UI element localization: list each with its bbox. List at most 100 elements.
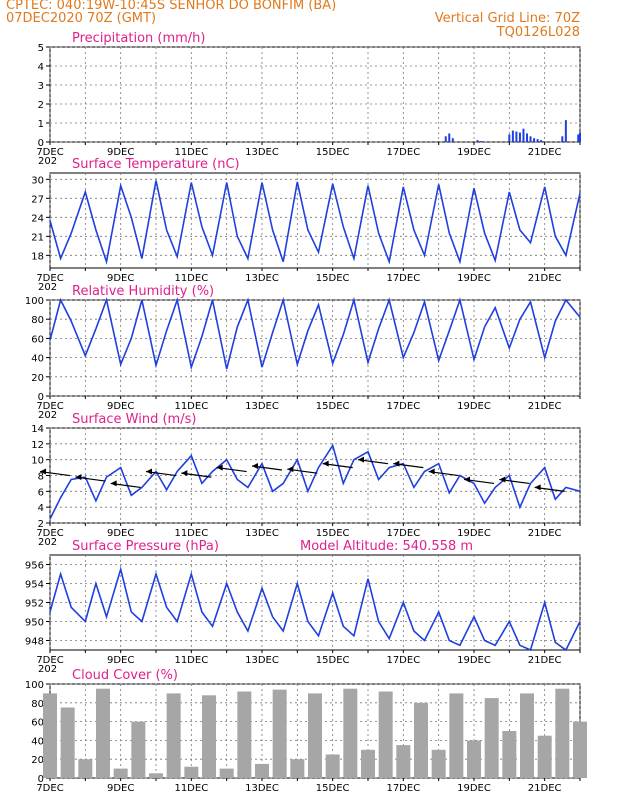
cloud-cover-bar <box>60 707 75 778</box>
x-tick-label: 7DEC <box>36 401 63 412</box>
x-tick-label: 21DEC <box>528 147 562 158</box>
precipitation-bar <box>518 132 521 142</box>
y-tick-label: 40 <box>31 736 44 747</box>
cloud-cover-bar <box>78 759 93 778</box>
cloud-cover-bar <box>219 768 234 778</box>
y-tick-label: 80 <box>31 699 44 710</box>
y-tick-label: 5 <box>38 43 44 54</box>
panel-frame <box>49 172 581 269</box>
wind-vector-head <box>216 464 223 471</box>
x-tick-label: 19DEC <box>457 273 491 284</box>
series-line <box>49 566 581 652</box>
cloud-cover-bar <box>396 745 411 778</box>
x-tick-label: 19DEC <box>457 528 491 539</box>
x-tick-label: 9DEC <box>107 401 134 412</box>
panel-annotation: Model Altitude: 540.558 m <box>300 539 473 554</box>
x-tick-label: 11DEC <box>174 528 208 539</box>
x-tick-label: 11DEC <box>174 401 208 412</box>
x-tick-label: 15DEC <box>316 783 350 794</box>
y-tick-label: 21 <box>31 232 44 243</box>
y-tick-label: 14 <box>31 424 44 435</box>
y-tick-label: 6 <box>38 487 44 498</box>
panel-title: Surface Temperature (nC) <box>72 157 240 172</box>
precipitation-bar <box>522 128 525 142</box>
precipitation-bar <box>444 136 447 142</box>
y-tick-label: 100 <box>25 680 44 691</box>
cloud-cover-bar <box>131 721 146 778</box>
x-year-label-partial: 202 <box>38 156 57 167</box>
cloud-cover-bar <box>325 754 340 778</box>
x-tick-label: 17DEC <box>386 401 420 412</box>
x-tick-label: 7DEC <box>36 273 63 284</box>
y-tick-label: 24 <box>31 213 44 224</box>
x-tick-label: 7DEC <box>36 783 63 794</box>
x-tick-label: 13DEC <box>245 783 279 794</box>
x-tick-label: 7DEC <box>36 528 63 539</box>
y-tick-label: 4 <box>38 62 44 73</box>
cloud-cover-bar <box>149 773 163 778</box>
cloud-cover-bar <box>484 698 499 778</box>
precipitation-bar <box>526 133 528 142</box>
cloud-cover-bar <box>343 688 358 778</box>
wind-vector-head <box>252 463 258 469</box>
x-tick-label: 9DEC <box>107 273 134 284</box>
wind-vector-head <box>287 466 294 473</box>
cloud-cover-bar <box>555 688 570 778</box>
cloud-cover-bar <box>202 695 216 778</box>
x-tick-label: 21DEC <box>528 528 562 539</box>
x-tick-label: 11DEC <box>174 273 208 284</box>
x-tick-label: 15DEC <box>316 273 350 284</box>
y-tick-label: 0 <box>38 774 44 785</box>
y-tick-label: 10 <box>31 456 44 467</box>
cloud-cover-bar <box>255 763 269 778</box>
x-tick-label: 19DEC <box>457 401 491 412</box>
y-tick-label: 60 <box>31 718 44 729</box>
wind-vector-head <box>40 468 46 475</box>
wind-vector-head <box>534 484 541 491</box>
series-line <box>49 443 581 520</box>
x-tick-label: 19DEC <box>457 655 491 666</box>
x-year-label-partial: 202 <box>38 664 57 675</box>
x-tick-label: 17DEC <box>386 783 420 794</box>
y-tick-label: 20 <box>31 755 44 766</box>
precipitation-bar <box>564 120 567 142</box>
header-vertical-grid-note: Vertical Grid Line: 70Z <box>434 11 580 26</box>
x-tick-label: 13DEC <box>245 147 279 158</box>
precipitation-bar <box>448 133 451 142</box>
y-tick-label: 60 <box>31 334 44 345</box>
x-tick-label: 17DEC <box>386 273 420 284</box>
wind-vector-head <box>464 476 470 483</box>
x-tick-label: 13DEC <box>245 528 279 539</box>
y-tick-label: 27 <box>31 194 44 205</box>
cloud-cover-bar <box>96 688 110 778</box>
cloud-cover-bar <box>308 693 322 778</box>
y-tick-label: 956 <box>25 561 44 572</box>
x-tick-label: 19DEC <box>457 147 491 158</box>
cloud-cover-bar <box>573 721 587 778</box>
x-tick-label: 11DEC <box>174 655 208 666</box>
x-tick-label: 9DEC <box>107 147 134 158</box>
cloud-cover-bar <box>113 768 128 778</box>
series-line <box>49 180 581 265</box>
x-tick-label: 15DEC <box>316 655 350 666</box>
x-tick-label: 21DEC <box>528 783 562 794</box>
header-line1: CPTEC: 040:19W-10:45S SENHOR DO BONFIM (… <box>6 0 337 13</box>
y-tick-label: 80 <box>31 315 44 326</box>
precipitation-bar <box>533 138 536 142</box>
x-tick-label: 11DEC <box>174 147 208 158</box>
precipitation-bar <box>579 132 581 142</box>
precipitation-bar <box>561 136 564 142</box>
panel-title: Surface Pressure (hPa) <box>72 539 219 554</box>
x-tick-label: 15DEC <box>316 401 350 412</box>
x-tick-label: 7DEC <box>36 655 63 666</box>
wind-vector-head <box>499 476 506 483</box>
panel-title: Precipitation (mm/h) <box>72 31 205 46</box>
cloud-cover-bar <box>537 735 552 778</box>
y-tick-label: 12 <box>31 440 44 451</box>
wind-vector-head <box>428 468 435 475</box>
x-tick-label: 17DEC <box>386 147 420 158</box>
cloud-cover-bar <box>502 731 517 778</box>
wind-vector-head <box>75 474 82 481</box>
y-tick-label: 0 <box>38 392 44 403</box>
x-year-label-partial: 202 <box>38 410 57 421</box>
